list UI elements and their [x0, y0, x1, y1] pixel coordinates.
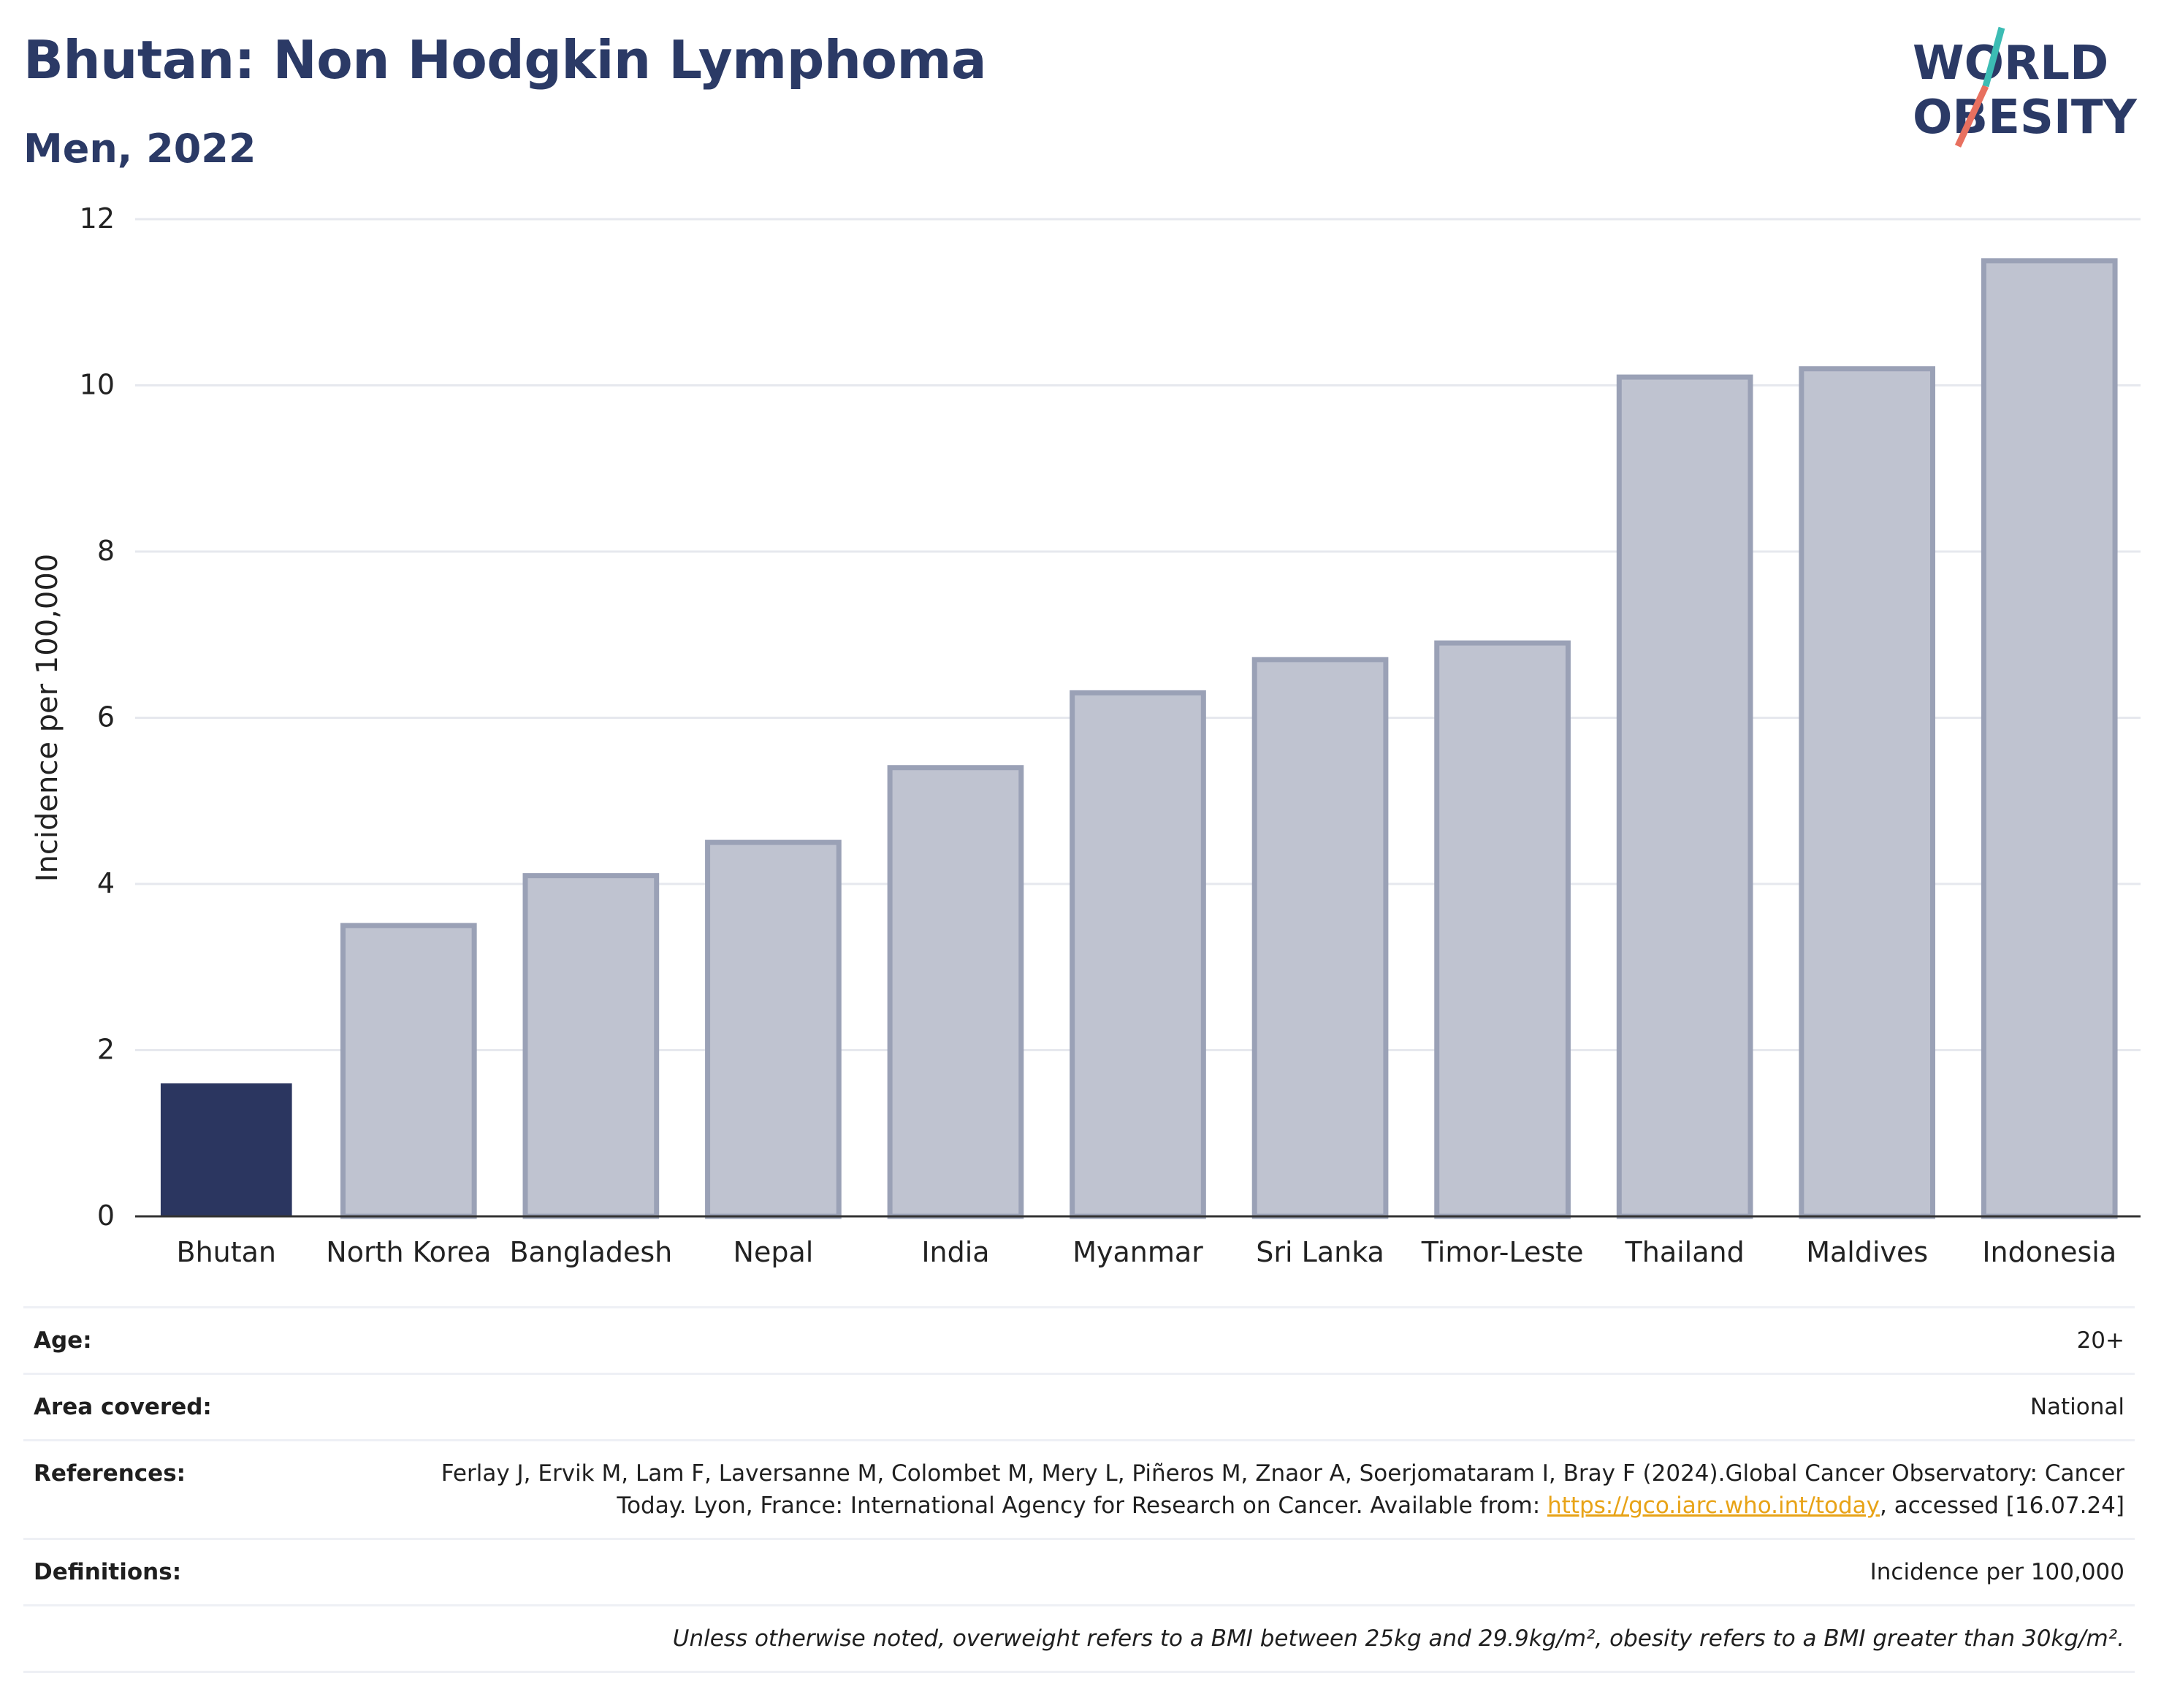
bmi-note: Unless otherwise noted, overweight refer…	[672, 1625, 2124, 1652]
references-link[interactable]: https://gco.iarc.who.int/today	[1547, 1492, 1880, 1519]
page-subtitle: Men, 2022	[23, 126, 256, 172]
y-tick-label: 4	[97, 867, 115, 899]
bar	[340, 923, 477, 1219]
x-tick-label: Thailand	[1625, 1236, 1745, 1268]
area-label: Area covered:	[34, 1394, 212, 1420]
x-tick-label: Nepal	[733, 1236, 814, 1268]
x-tick-label: Bhutan	[177, 1236, 277, 1268]
bar	[705, 839, 842, 1219]
references-value: Ferlay J, Ervik M, Lam F, Laversanne M, …	[371, 1457, 2124, 1522]
page-title: Bhutan: Non Hodgkin Lymphoma	[23, 29, 987, 91]
meta-row-definitions: Definitions: Incidence per 100,000	[23, 1538, 2135, 1604]
y-tick-label: 8	[97, 535, 115, 567]
meta-row-age: Age: 20+	[23, 1306, 2135, 1373]
references-accessed: , accessed [16.07.24]	[1879, 1492, 2124, 1519]
svg-text:WORLD: WORLD	[1913, 37, 2108, 91]
bar	[1251, 657, 1389, 1219]
references-label: References:	[34, 1460, 186, 1487]
y-tick-label: 0	[97, 1200, 115, 1232]
bar	[160, 1083, 292, 1216]
x-tick-label: Timor-Leste	[1421, 1236, 1584, 1268]
x-tick-label: Sri Lanka	[1256, 1236, 1384, 1268]
metadata-table: Age: 20+ Area covered: National Referenc…	[23, 1306, 2135, 1673]
bar	[1616, 374, 1753, 1219]
world-obesity-logo: WORLD OBESITY	[1913, 26, 2137, 148]
svg-text:OBESITY: OBESITY	[1913, 91, 2137, 145]
meta-row-references: References: Ferlay J, Ervik M, Lam F, La…	[23, 1439, 2135, 1538]
definitions-label: Definitions:	[34, 1559, 182, 1585]
x-tick-label: North Korea	[326, 1236, 491, 1268]
references-text: Ferlay J, Ervik M, Lam F, Laversanne M, …	[441, 1460, 2124, 1519]
x-tick-label: India	[921, 1236, 989, 1268]
bar-chart: 0 2 4 6 8 10 12 Incidence per 100,000 Bhutan Nort…	[31, 202, 2141, 1268]
bar	[1434, 640, 1571, 1219]
x-tick-label: Myanmar	[1072, 1236, 1203, 1268]
x-tick-label: Indonesia	[1982, 1236, 2116, 1268]
x-tick-label: Maldives	[1806, 1236, 1928, 1268]
x-tick-label: Bangladesh	[509, 1236, 672, 1268]
y-axis-title: Incidence per 100,000	[31, 554, 64, 882]
bar	[887, 765, 1024, 1219]
age-value: 20+	[2076, 1327, 2124, 1354]
bar	[522, 873, 660, 1219]
y-tick-label: 2	[97, 1034, 115, 1066]
meta-row-area: Area covered: National	[23, 1373, 2135, 1439]
meta-row-note: Unless otherwise noted, overweight refer…	[23, 1604, 2135, 1673]
bar	[1070, 690, 1206, 1219]
y-tick-label: 12	[80, 202, 115, 235]
bar	[1981, 258, 2118, 1219]
age-label: Age:	[34, 1327, 92, 1354]
definitions-value: Incidence per 100,000	[1870, 1559, 2124, 1585]
y-tick-label: 10	[80, 369, 115, 401]
area-value: National	[2029, 1394, 2124, 1420]
bar	[1799, 366, 1936, 1219]
y-tick-label: 6	[97, 701, 115, 733]
